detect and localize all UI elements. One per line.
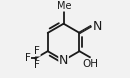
- Text: Me: Me: [57, 1, 72, 11]
- Text: OH: OH: [82, 59, 98, 69]
- Text: F: F: [34, 46, 40, 56]
- Text: F: F: [25, 53, 31, 63]
- Text: N: N: [59, 54, 68, 67]
- Text: N: N: [93, 20, 102, 33]
- Text: F: F: [34, 60, 40, 70]
